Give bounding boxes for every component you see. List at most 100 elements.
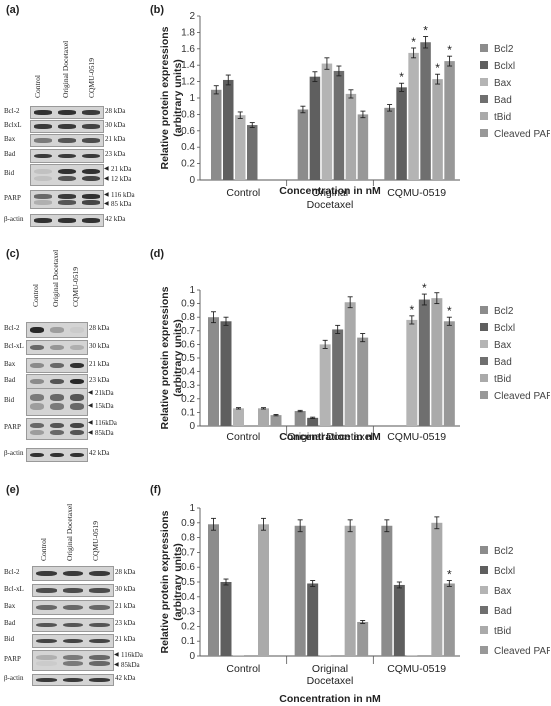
kda-label: 30 kDa — [89, 341, 110, 350]
bar — [294, 525, 306, 656]
protein-band — [58, 169, 76, 175]
lane-label: Control — [39, 538, 48, 561]
kda-label: 42 kDa — [115, 674, 136, 682]
bar — [309, 76, 321, 180]
blot-row-label: Bcl-xL — [4, 341, 24, 350]
protein-band — [82, 124, 100, 129]
western-blot-c: Control Original Docetaxel CQMU-0519 Bcl-2 2… — [4, 250, 149, 482]
protein-band — [70, 452, 84, 458]
y-axis-label-line: Relative protein expressions — [159, 510, 171, 653]
blot-row-label: Bid — [4, 635, 15, 643]
y-tick-label: 0.8 — [181, 533, 195, 544]
kda-label: 85kDa — [121, 660, 140, 669]
kda-label: 30 kDa — [105, 120, 126, 129]
band-arrow-icon: ◀ — [114, 652, 119, 658]
x-axis-label: Concentration in nM — [279, 431, 381, 443]
category-label: Control — [226, 663, 260, 675]
category-label: Original Docetaxel — [287, 431, 373, 443]
bar — [408, 52, 419, 180]
significance-star: * — [423, 24, 428, 38]
band-arrow-icon: ◀ — [88, 403, 93, 409]
bar — [406, 655, 418, 656]
protein-band — [62, 661, 84, 667]
bar — [357, 114, 369, 180]
significance-star: * — [399, 70, 404, 84]
kda-label: 116 kDa — [111, 191, 135, 199]
bar — [381, 525, 393, 656]
y-tick-label: 0.2 — [181, 159, 195, 170]
blot-strip — [32, 650, 114, 671]
legend-swatch — [480, 566, 488, 574]
legend-swatch — [480, 44, 488, 52]
bar — [321, 63, 333, 181]
blot-row-label: PARP — [4, 423, 21, 431]
y-axis-label-line: (arbitrary units) — [172, 319, 184, 397]
lane-label: Control — [31, 284, 40, 307]
bar — [220, 582, 232, 656]
blot-strip — [26, 388, 88, 416]
protein-band — [70, 378, 84, 385]
y-axis-label-line: Relative protein expressions — [159, 286, 171, 429]
legend-swatch — [480, 95, 488, 103]
protein-band — [58, 200, 76, 205]
blot-row-label: Bid — [4, 396, 15, 404]
legend-swatch — [480, 357, 488, 365]
blot-strip — [30, 164, 104, 186]
y-axis-label: Relative protein expressions(arbitrary u… — [159, 26, 184, 169]
kda-label: 23 kDa — [105, 150, 126, 158]
bar-chart-b: 0 0.2 0.4 0.6 0.8 1 1.2 1.4 1.6 1.8 2 Control Origin… — [159, 11, 550, 211]
lane-label: Original Docetaxel — [61, 40, 70, 98]
protein-band — [30, 423, 44, 429]
kda-label: 85kDa — [95, 429, 114, 437]
y-tick-label: 0.6 — [181, 126, 195, 137]
legend-swatch — [480, 61, 488, 69]
bar — [384, 107, 395, 180]
significance-star: * — [447, 43, 452, 57]
y-tick-label: 1 — [189, 93, 195, 104]
blot-strip — [32, 600, 114, 615]
bar — [319, 655, 331, 656]
protein-band — [70, 327, 84, 333]
protein-band — [30, 344, 44, 351]
protein-band — [50, 402, 64, 410]
legend-swatch — [480, 340, 488, 348]
band-arrow-icon: ◀ — [104, 166, 109, 172]
blot-strip — [26, 418, 88, 440]
blot-row-label: β-actin — [4, 214, 24, 223]
significance-star: * — [447, 304, 452, 318]
protein-band — [82, 194, 100, 199]
protein-band — [62, 638, 84, 644]
protein-band — [62, 604, 84, 611]
panel-label-b: (b) — [150, 4, 165, 16]
blot-row-label: BclxL — [4, 120, 22, 129]
kda-label: 28 kDa — [89, 324, 110, 332]
bar — [432, 79, 443, 180]
protein-band — [58, 110, 76, 115]
y-tick-label: 0.9 — [181, 299, 195, 310]
legend-entry: Bax — [494, 78, 511, 89]
category-label-line: Original — [312, 663, 348, 675]
blot-strip — [26, 358, 88, 373]
legend-swatch — [480, 129, 488, 137]
significance-star: * — [411, 35, 416, 49]
blot-row-label: Bax — [4, 359, 16, 368]
bar — [258, 524, 269, 656]
y-tick-label: 0.5 — [181, 353, 195, 364]
blot-strip — [30, 134, 104, 147]
y-tick-label: 0.6 — [181, 339, 195, 350]
blot-row-label: Bad — [4, 150, 16, 158]
protein-band — [34, 175, 52, 181]
legend-entry: Bcl2 — [494, 546, 514, 557]
category-label: Original Docetaxel — [307, 663, 354, 687]
band-arrow-icon: ◀ — [104, 176, 109, 182]
legend-entry: Bax — [494, 340, 511, 351]
blot-strip — [32, 618, 114, 632]
protein-band — [50, 423, 64, 429]
kda-label: 21 kDa — [115, 635, 136, 643]
bar — [393, 584, 405, 656]
protein-band — [50, 344, 64, 351]
legend-entry: tBid — [494, 112, 511, 123]
legend-swatch — [480, 586, 488, 594]
legend-entry: Bclxl — [494, 566, 515, 577]
bar — [307, 583, 319, 656]
